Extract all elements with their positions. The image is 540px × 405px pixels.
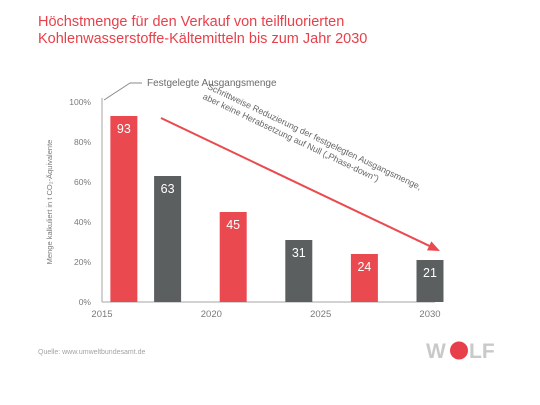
y-tick-label: 60% <box>74 177 91 187</box>
logo-dot-icon <box>450 341 468 360</box>
chart-title: Höchstmenge für den Verkauf von teilfluo… <box>38 14 508 48</box>
source-note: Quelle: www.umweltbundesamt.de <box>38 349 146 356</box>
arrow-annotation-line: aber keine Herabsetzung auf Null („Phase… <box>201 91 380 183</box>
x-tick-label: 2015 <box>91 309 112 320</box>
bar-value-label: 21 <box>423 266 437 280</box>
bar-value-label: 63 <box>161 182 175 196</box>
bar-value-label: 31 <box>292 246 306 260</box>
y-tick-label: 80% <box>74 137 91 147</box>
baseline-annotation: Festgelegte Ausgangsmenge <box>147 78 277 89</box>
bar-value-label: 24 <box>357 260 371 274</box>
bar <box>350 254 378 302</box>
y-axis-title: Menge kalkuliert in t CO₂-Äquivalente <box>45 140 54 265</box>
y-tick-label: 40% <box>74 217 91 227</box>
title-line-1: Höchstmenge für den Verkauf von teilfluo… <box>38 14 345 30</box>
bar <box>219 212 247 302</box>
bar <box>285 240 313 302</box>
y-tick-label: 100% <box>69 97 91 107</box>
wolf-logo: W LF <box>426 340 495 362</box>
logo-w: W <box>426 340 446 362</box>
logo-lf: LF <box>469 340 495 362</box>
bar <box>416 260 444 302</box>
bar <box>154 176 182 302</box>
title-line-2: Kohlenwasserstoffe-Kältemitteln bis zum … <box>38 31 368 47</box>
y-tick-label: 0% <box>79 297 92 307</box>
reduction-arrow-line <box>160 117 432 248</box>
x-tick-label: 2025 <box>310 309 331 320</box>
bar <box>110 116 138 302</box>
arrow-annotation-line: Schrittweise Reduzierung der festgelegte… <box>206 81 423 191</box>
bar-value-label: 45 <box>226 218 240 232</box>
x-tick-label: 2020 <box>201 309 222 320</box>
reduction-arrow-icon <box>427 241 440 251</box>
baseline-leader <box>103 82 142 101</box>
y-tick-label: 20% <box>74 257 91 267</box>
x-tick-label: 2030 <box>419 309 440 320</box>
bar-value-label: 93 <box>117 122 131 136</box>
